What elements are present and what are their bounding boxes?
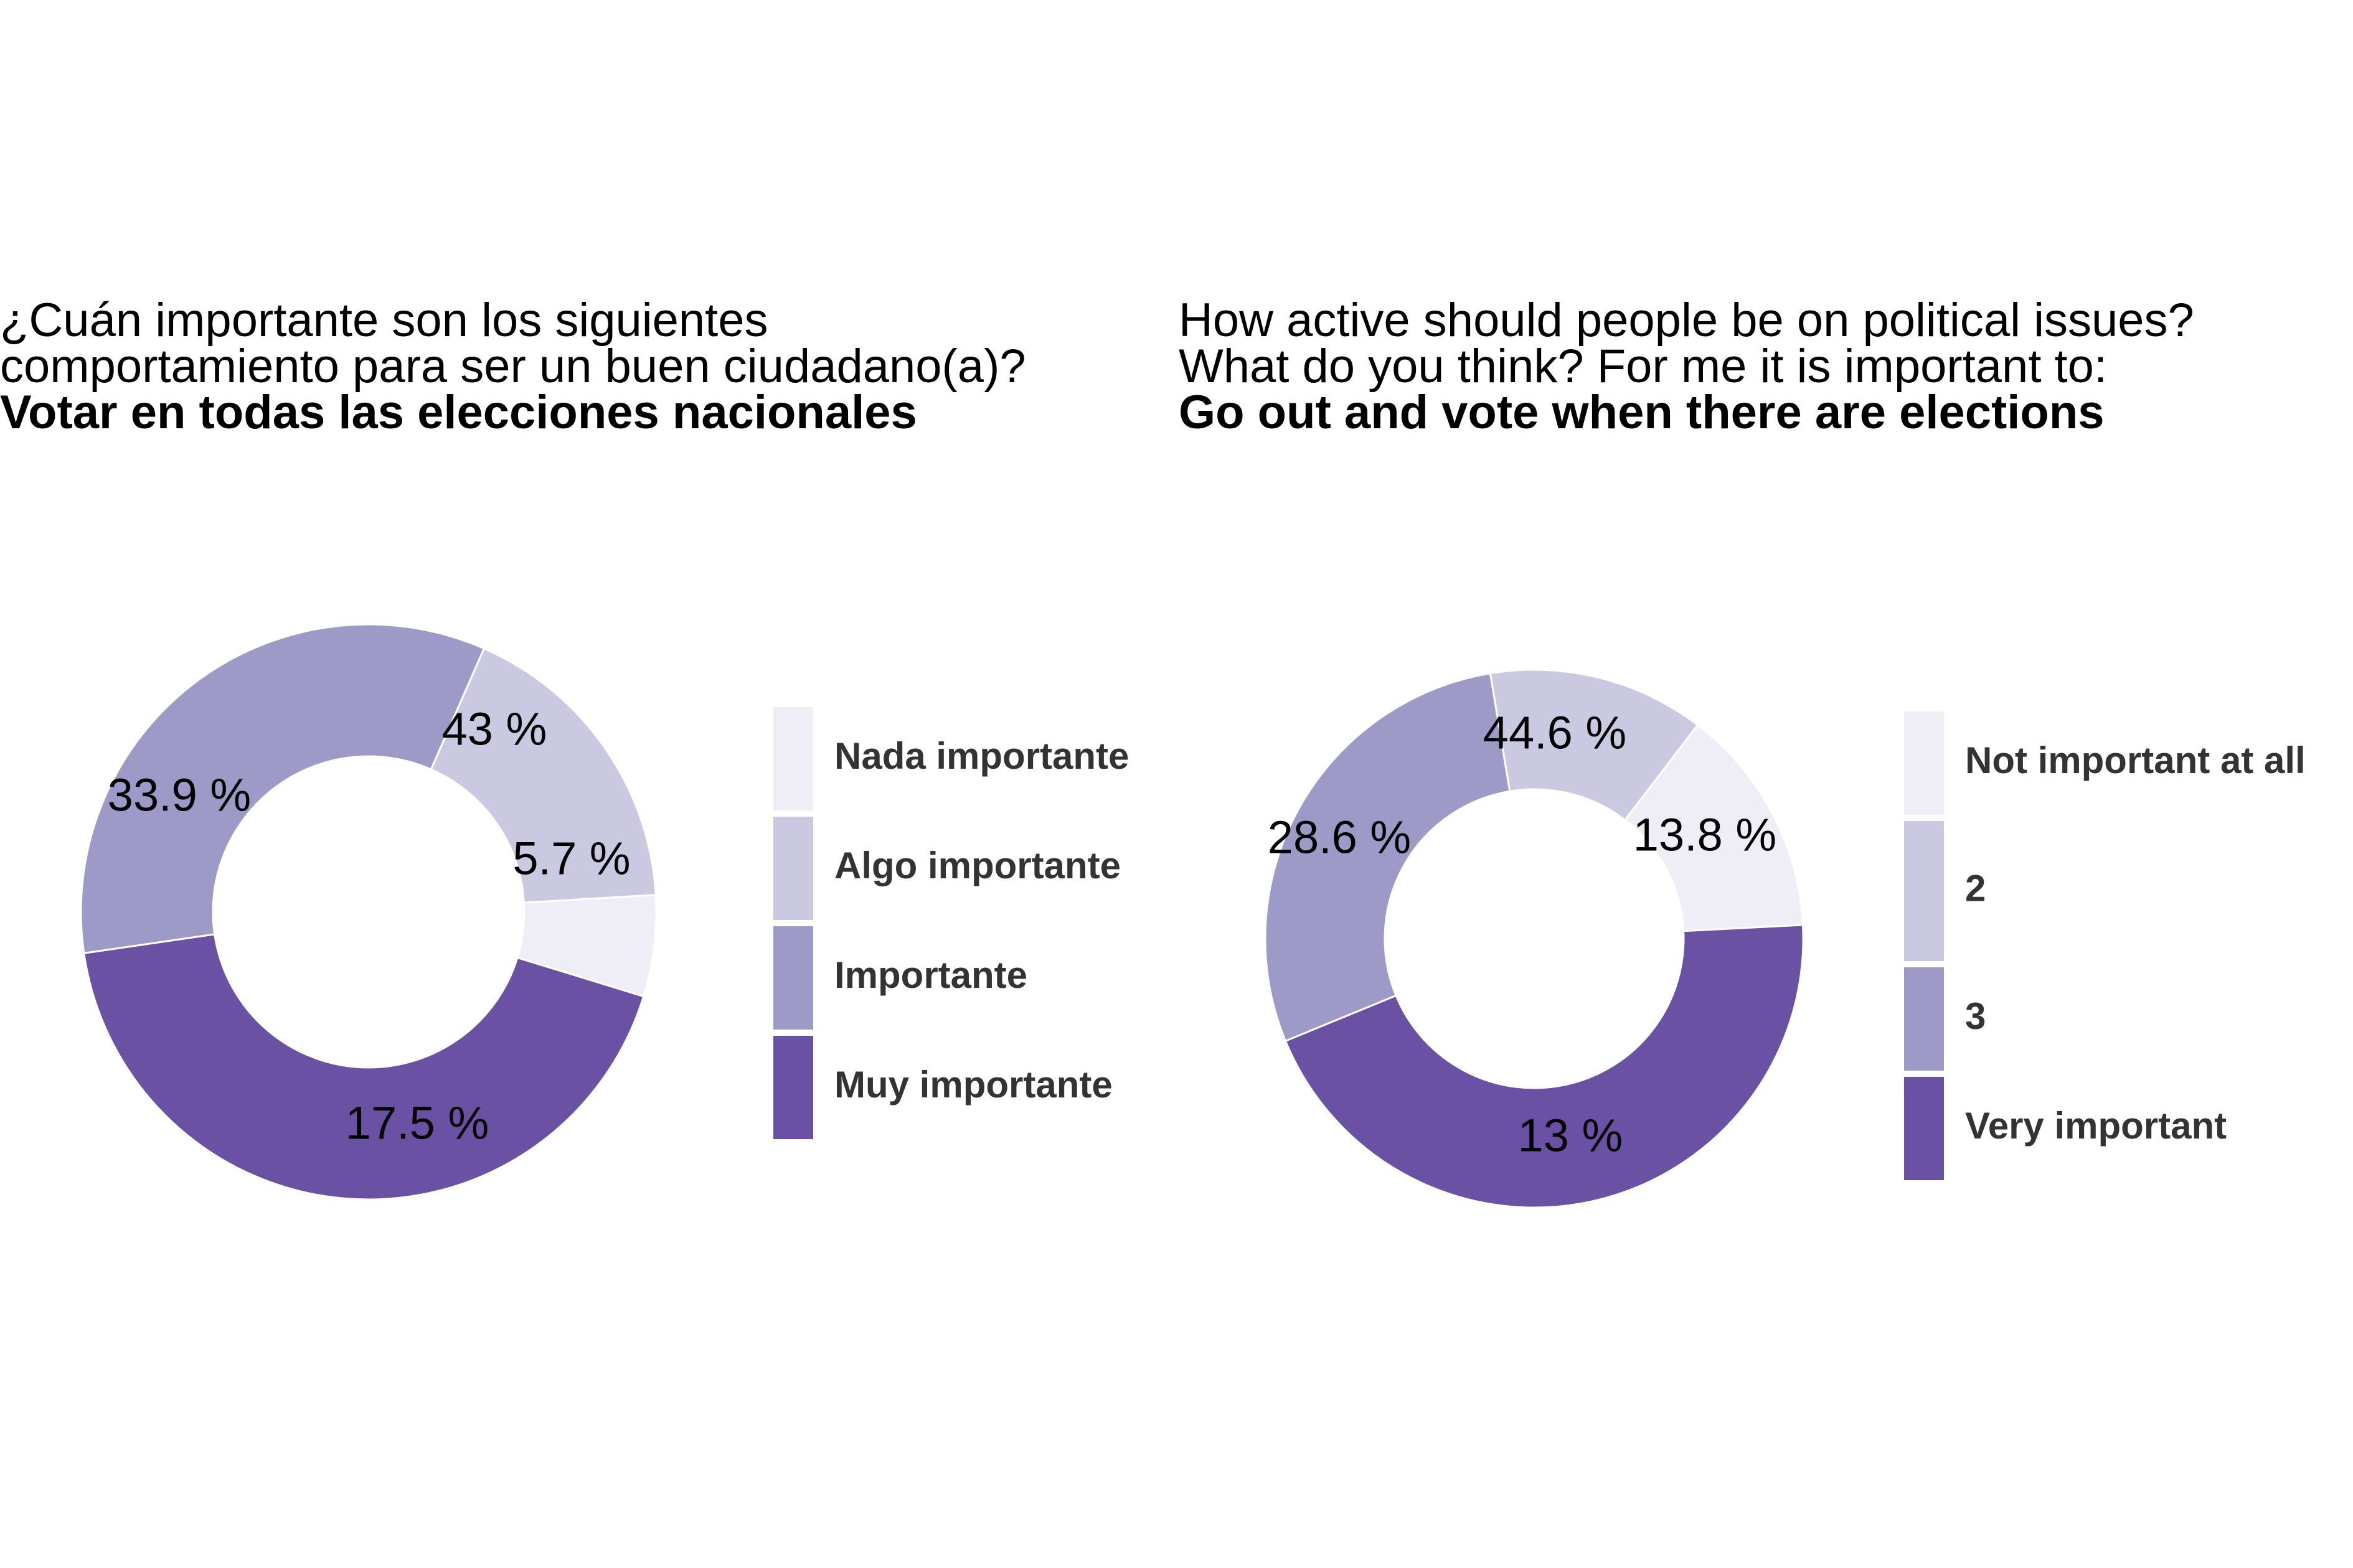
data-label: 28.6 % bbox=[1268, 812, 1411, 863]
legend-swatch bbox=[773, 817, 813, 920]
legend-label: Algo importante bbox=[834, 845, 1121, 886]
legend-swatch bbox=[773, 926, 813, 1030]
chart-1-title-line-2: comportamiento para ser un buen ciudadan… bbox=[0, 340, 1026, 393]
chart-1-subtitle: Votar en todas las elecciones nacionales bbox=[0, 386, 917, 439]
legend-swatch bbox=[773, 1036, 813, 1139]
legend-label: Muy importante bbox=[834, 1064, 1113, 1106]
slice-muy-importante bbox=[83, 933, 645, 1201]
slice-importante bbox=[80, 623, 486, 955]
slice-very-important bbox=[1284, 924, 1804, 1209]
data-label: 17.5 % bbox=[346, 1097, 489, 1149]
legend-label: 3 bbox=[1965, 995, 1986, 1037]
legend-label: Nada importante bbox=[834, 735, 1129, 777]
chart-2-title-line-2: What do you think? For me it is importan… bbox=[1179, 340, 2108, 393]
legend-2: Not important at all 2 3 Very important bbox=[1904, 711, 2306, 1180]
slice-2 bbox=[1489, 669, 1699, 822]
legend-swatch bbox=[1904, 967, 1944, 1071]
legend-swatch bbox=[773, 707, 813, 810]
data-label: 43 % bbox=[442, 703, 547, 755]
data-label: 5.7 % bbox=[512, 833, 630, 885]
chart-1-title-line-1: ¿Cuán importante son los siguientes bbox=[0, 294, 768, 347]
legend-label: 2 bbox=[1965, 867, 1986, 909]
donut-chart-1: 5.7 % 17.5 % 33.9 % 43 % bbox=[80, 623, 658, 1201]
legend-swatch bbox=[1904, 711, 1944, 815]
chart-1-title: ¿Cuán importante son los siguientes comp… bbox=[0, 294, 1026, 439]
legend-swatch bbox=[1904, 1077, 1944, 1180]
data-label: 13.8 % bbox=[1633, 809, 1776, 861]
chart-2-title-line-1: How active should people be on political… bbox=[1179, 294, 2194, 347]
legend-label: Not important at all bbox=[1965, 739, 2306, 781]
slice-algo-importante bbox=[430, 647, 657, 904]
chart-2-subtitle: Go out and vote when there are elections bbox=[1179, 386, 2105, 439]
chart-2-title: How active should people be on political… bbox=[1179, 294, 2194, 439]
legend-1: Nada importante Algo importante Importante… bbox=[773, 707, 1129, 1139]
legend-label: Importante bbox=[834, 954, 1027, 996]
slice-not-important-at-all bbox=[1623, 723, 1804, 932]
data-label: 33.9 % bbox=[108, 769, 251, 821]
slice-3 bbox=[1264, 672, 1511, 1043]
donut-chart-2: 13.8 % 13 % 28.6 % 44.6 % bbox=[1264, 669, 1804, 1209]
data-label: 13 % bbox=[1518, 1110, 1623, 1162]
legend-label: Very important bbox=[1965, 1105, 2227, 1147]
legend-swatch bbox=[1904, 821, 1944, 961]
data-label: 44.6 % bbox=[1483, 707, 1626, 759]
